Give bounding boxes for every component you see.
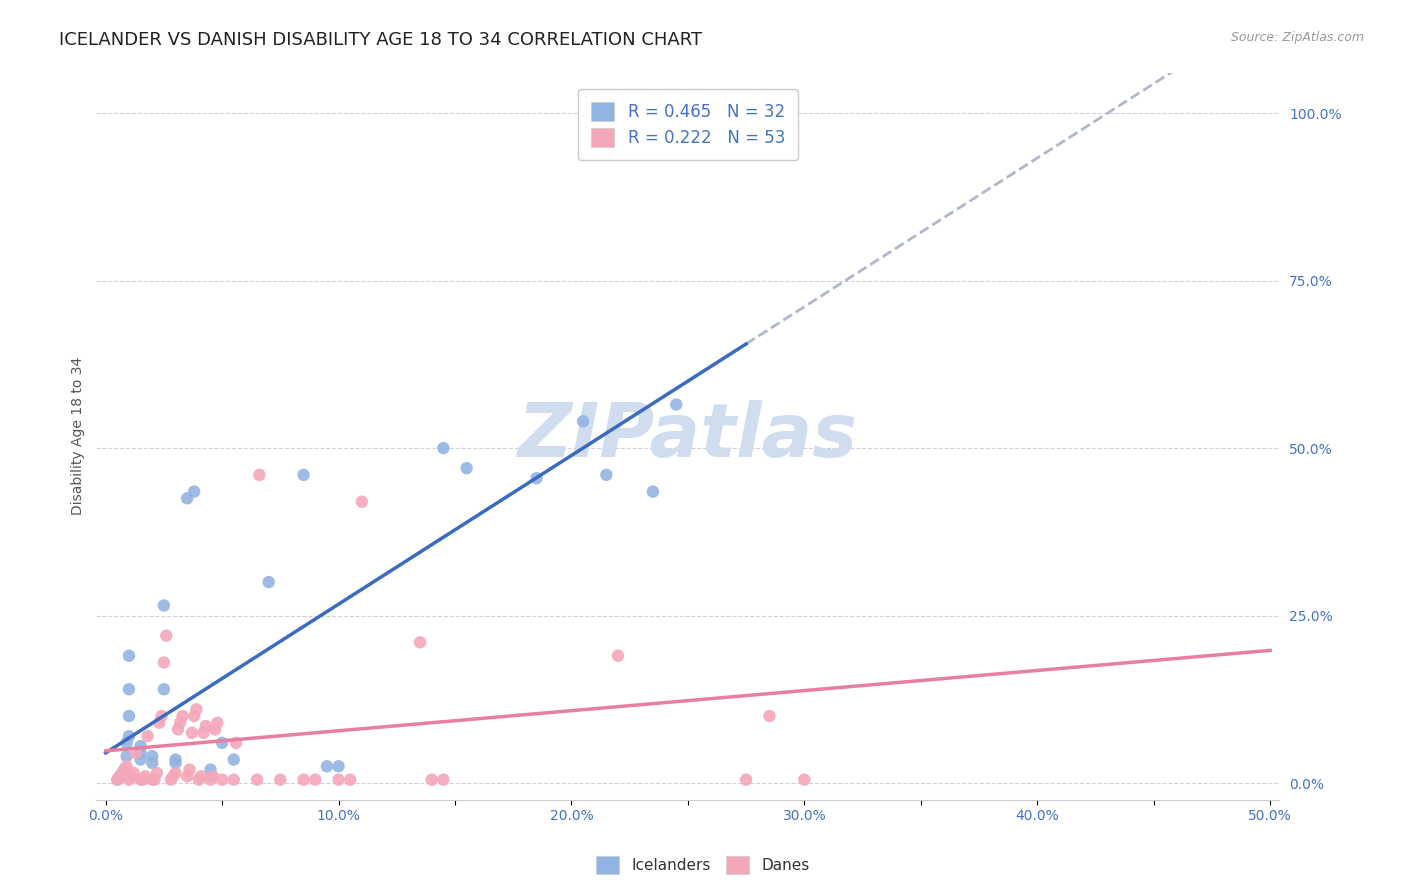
Point (526, 471, 548, 485)
Point (129, 739, 152, 754)
Point (735, 772, 758, 787)
Point (169, 715, 191, 730)
Point (193, 725, 215, 739)
Point (246, 772, 269, 787)
Point (141, 772, 163, 787)
Text: ICELANDER VS DANISH DISABILITY AGE 18 TO 34 CORRELATION CHART: ICELANDER VS DANISH DISABILITY AGE 18 TO… (59, 31, 702, 49)
Point (111, 769, 134, 783)
Point (129, 772, 152, 787)
Point (120, 769, 142, 783)
Point (187, 772, 209, 787)
Point (129, 753, 152, 767)
Point (112, 763, 135, 777)
Point (665, 398, 688, 412)
Point (125, 746, 148, 760)
Point (179, 763, 201, 777)
Point (225, 736, 247, 750)
Point (211, 772, 233, 787)
Point (420, 772, 443, 787)
Point (160, 772, 183, 787)
Point (432, 441, 454, 455)
Point (153, 656, 176, 670)
Point (432, 772, 454, 787)
Point (148, 715, 170, 730)
Point (204, 723, 226, 737)
Point (136, 729, 159, 743)
Point (247, 467, 270, 482)
Point (141, 756, 163, 770)
Point (115, 749, 138, 764)
Point (200, 772, 222, 787)
Point (211, 736, 233, 750)
Point (118, 648, 141, 663)
Point (201, 769, 224, 783)
Point (183, 709, 205, 723)
Point (758, 709, 780, 723)
Point (105, 772, 128, 787)
Point (207, 715, 229, 730)
Point (167, 723, 190, 737)
Point (456, 461, 478, 475)
Text: Source: ZipAtlas.com: Source: ZipAtlas.com (1230, 31, 1364, 45)
Point (200, 763, 222, 777)
Point (194, 719, 217, 733)
Point (257, 575, 280, 590)
Point (165, 753, 187, 767)
Y-axis label: Disability Age 18 to 34: Disability Age 18 to 34 (72, 357, 86, 516)
Point (162, 769, 184, 783)
Legend: Icelanders, Danes: Icelanders, Danes (591, 850, 815, 880)
Point (793, 772, 815, 787)
Point (165, 766, 187, 780)
Point (150, 709, 173, 723)
Point (118, 709, 141, 723)
Point (180, 725, 202, 739)
Point (122, 766, 145, 780)
Point (316, 759, 339, 773)
Text: ZIPatlas: ZIPatlas (517, 400, 858, 473)
Point (269, 772, 291, 787)
Point (165, 756, 187, 770)
Point (186, 702, 208, 716)
Point (222, 753, 245, 767)
Point (115, 759, 138, 773)
Point (176, 491, 198, 506)
Point (118, 682, 141, 697)
Point (112, 763, 135, 777)
Point (328, 772, 350, 787)
Point (328, 759, 350, 773)
Point (134, 769, 156, 783)
Point (118, 772, 141, 787)
Point (595, 467, 617, 482)
Point (111, 766, 134, 780)
Point (572, 414, 595, 428)
Point (409, 635, 432, 649)
Point (153, 599, 176, 613)
Point (339, 772, 361, 787)
Point (176, 769, 198, 783)
Point (146, 766, 169, 780)
Point (190, 769, 212, 783)
Point (141, 749, 163, 764)
Point (143, 772, 166, 787)
Point (115, 736, 138, 750)
Point (108, 769, 131, 783)
Legend: R = 0.465   N = 32, R = 0.222   N = 53: R = 0.465 N = 32, R = 0.222 N = 53 (578, 88, 799, 161)
Point (118, 729, 141, 743)
Point (304, 772, 326, 787)
Point (292, 467, 315, 482)
Point (153, 682, 176, 697)
Point (350, 494, 373, 508)
Point (641, 484, 664, 499)
Point (172, 709, 194, 723)
Point (607, 648, 630, 663)
Point (183, 484, 205, 499)
Point (222, 772, 245, 787)
Point (132, 772, 155, 787)
Point (155, 629, 177, 643)
Point (129, 746, 152, 760)
Point (105, 772, 128, 787)
Point (292, 772, 315, 787)
Point (711, 146, 734, 161)
